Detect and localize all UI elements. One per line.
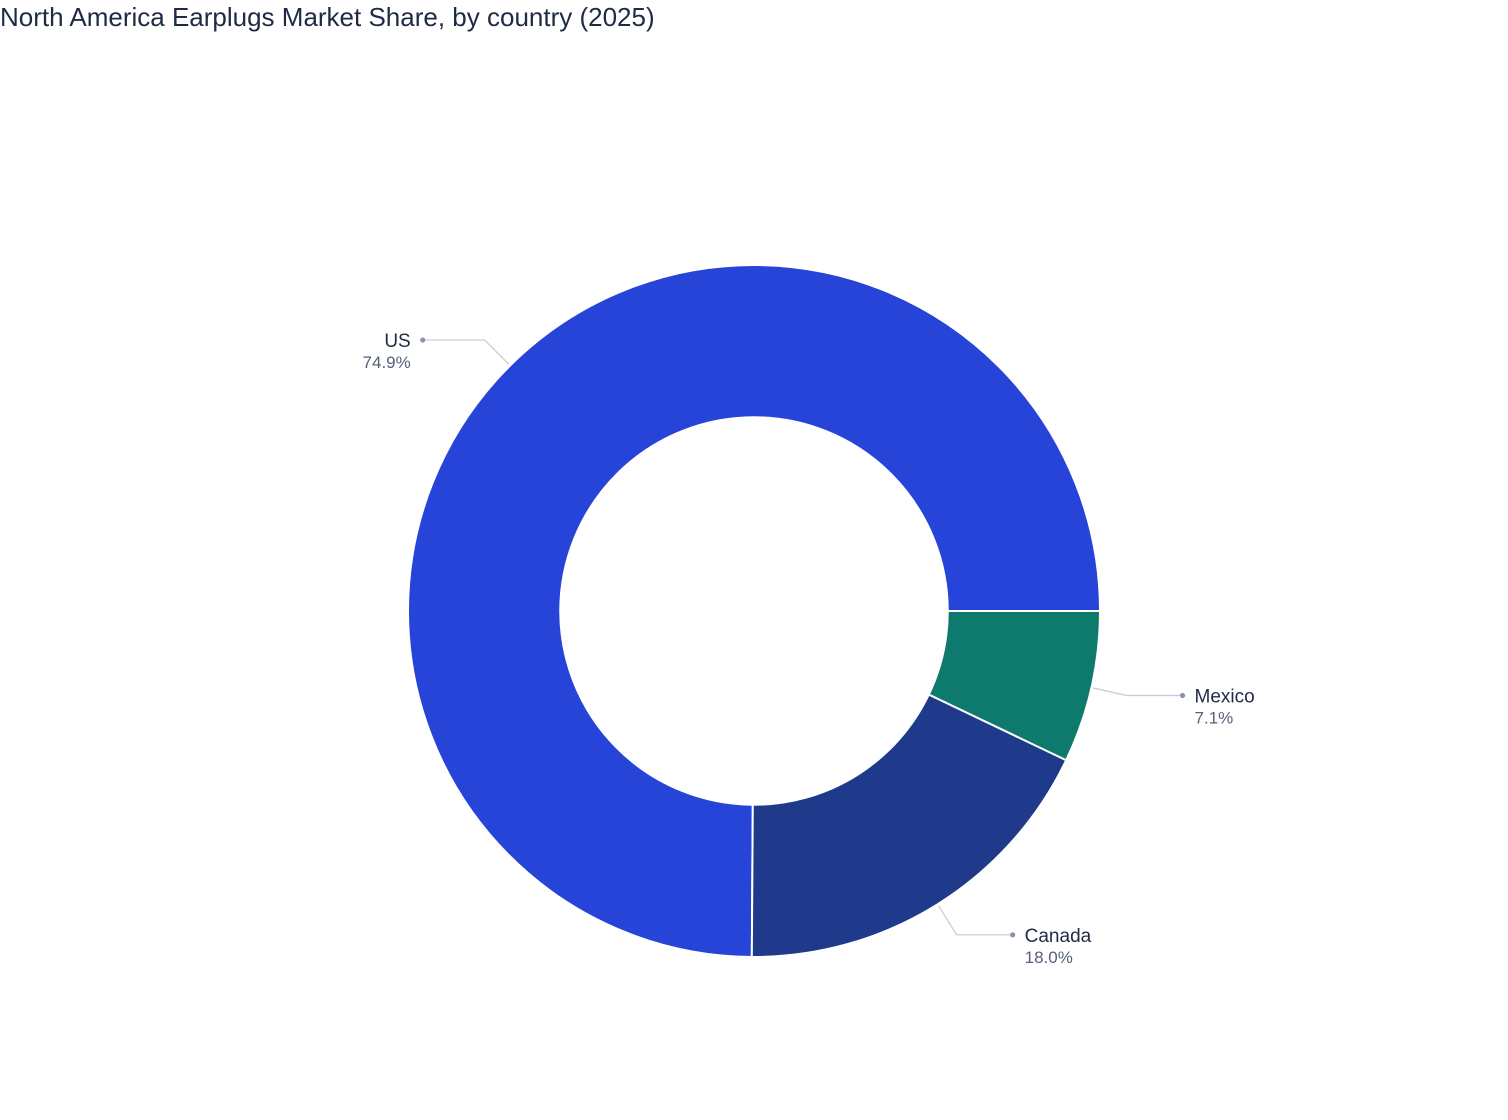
donut-slices <box>407 264 1102 959</box>
slice-canada[interactable] <box>750 693 1068 958</box>
leader-line-us <box>422 339 510 365</box>
label-name-us: US <box>384 331 410 352</box>
slice-us[interactable] <box>407 264 1102 959</box>
label-value-mexico: 7.1% <box>1195 709 1234 728</box>
leader-dot-us <box>420 337 426 343</box>
leader-line-mexico <box>1093 687 1183 697</box>
leader-dot-mexico <box>1179 692 1186 699</box>
label-name-canada: Canada <box>1025 926 1092 947</box>
label-name-mexico: Mexico <box>1195 687 1255 708</box>
label-value-canada: 18.0% <box>1025 948 1073 967</box>
leader-line-canada <box>938 905 1013 936</box>
label-value-us: 74.9% <box>363 353 411 372</box>
leader-dot-canada <box>1010 932 1016 938</box>
chart-title: North America Earplugs Market Share, by … <box>0 2 655 32</box>
